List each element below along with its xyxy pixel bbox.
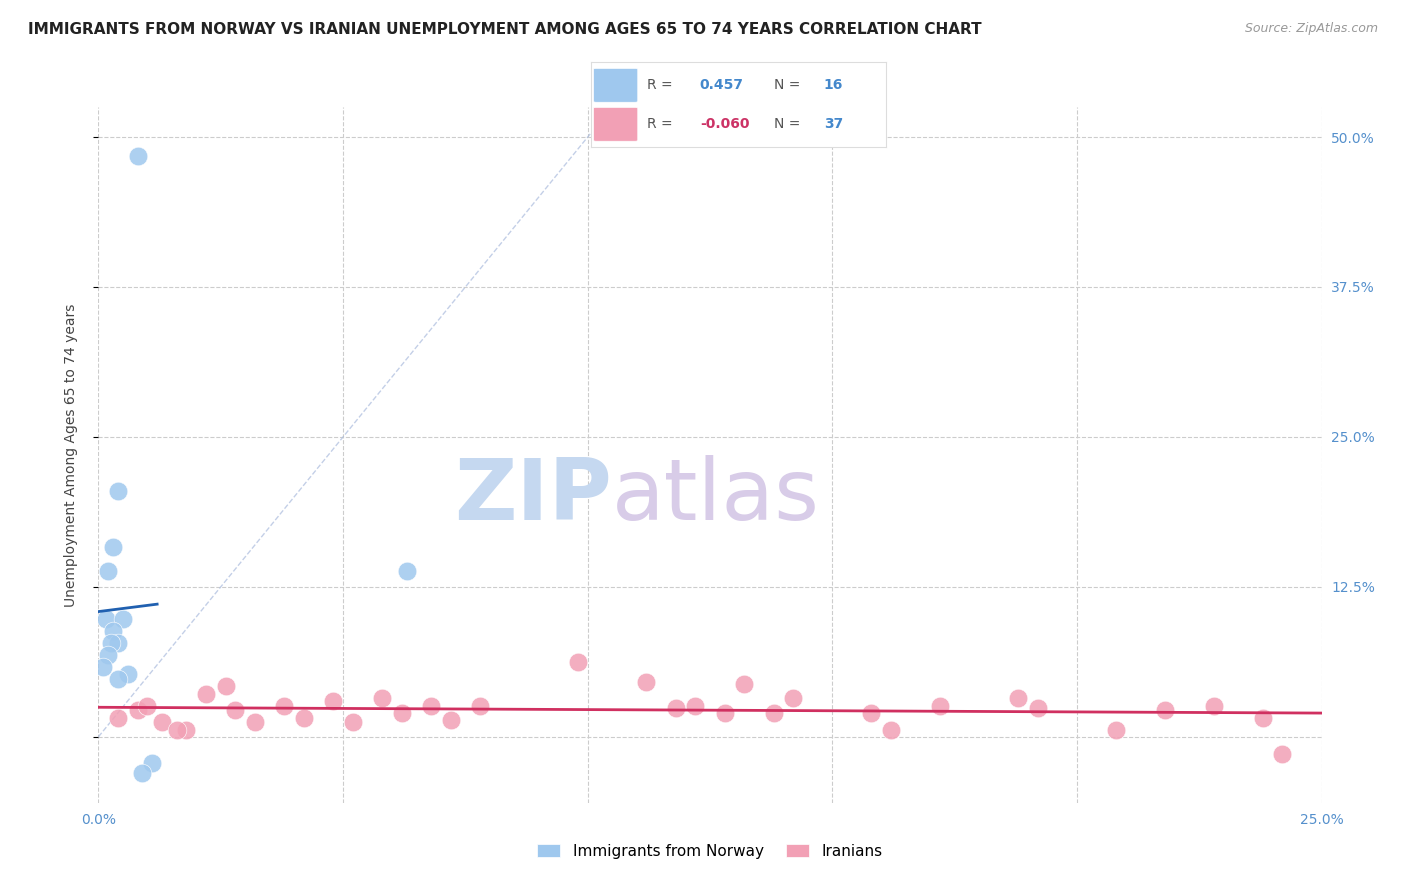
Point	[127, 149, 149, 163]
Point	[1154, 703, 1177, 717]
Text: 16: 16	[824, 78, 844, 92]
Point	[420, 698, 443, 713]
Point	[136, 698, 159, 713]
Point	[195, 687, 218, 701]
Point	[733, 677, 755, 691]
Text: R =: R =	[647, 118, 676, 131]
Text: atlas: atlas	[612, 455, 820, 538]
Point	[131, 765, 153, 780]
Point	[292, 711, 315, 725]
Point	[166, 723, 188, 737]
Point	[150, 715, 173, 730]
Point	[782, 691, 804, 706]
Point	[713, 706, 735, 720]
Point	[1007, 691, 1029, 706]
Text: 0.457: 0.457	[700, 78, 744, 92]
FancyBboxPatch shape	[593, 107, 638, 141]
Point	[636, 674, 658, 689]
Y-axis label: Unemployment Among Ages 65 to 74 years: Unemployment Among Ages 65 to 74 years	[63, 303, 77, 607]
Point	[665, 701, 688, 715]
Point	[273, 698, 295, 713]
Point	[929, 698, 952, 713]
Point	[107, 483, 129, 498]
Point	[1105, 723, 1128, 737]
Point	[468, 698, 491, 713]
Text: ZIP: ZIP	[454, 455, 612, 538]
Text: R =: R =	[647, 78, 676, 92]
Point	[111, 612, 134, 626]
Point	[107, 636, 129, 650]
Point	[1026, 701, 1049, 715]
Point	[100, 636, 122, 650]
Point	[1251, 711, 1274, 725]
Point	[243, 715, 266, 730]
Point	[176, 723, 198, 737]
Legend: Immigrants from Norway, Iranians: Immigrants from Norway, Iranians	[531, 838, 889, 864]
Point	[860, 706, 883, 720]
Point	[342, 715, 364, 730]
Point	[395, 564, 418, 578]
Point	[91, 660, 114, 674]
Point	[94, 612, 117, 626]
Point	[101, 624, 124, 639]
Text: 37: 37	[824, 118, 844, 131]
Text: Source: ZipAtlas.com: Source: ZipAtlas.com	[1244, 22, 1378, 36]
Point	[224, 703, 246, 717]
Point	[322, 694, 344, 708]
Point	[107, 711, 129, 725]
Point	[1202, 698, 1225, 713]
Point	[107, 672, 129, 686]
Point	[117, 667, 139, 681]
Point	[141, 756, 163, 771]
Text: IMMIGRANTS FROM NORWAY VS IRANIAN UNEMPLOYMENT AMONG AGES 65 TO 74 YEARS CORRELA: IMMIGRANTS FROM NORWAY VS IRANIAN UNEMPL…	[28, 22, 981, 37]
Point	[1271, 747, 1294, 761]
Point	[880, 723, 903, 737]
Point	[567, 656, 589, 670]
FancyBboxPatch shape	[593, 69, 638, 103]
Point	[685, 698, 707, 713]
Point	[97, 648, 120, 663]
Text: N =: N =	[773, 78, 804, 92]
Text: -0.060: -0.060	[700, 118, 749, 131]
Point	[97, 564, 120, 578]
Point	[440, 713, 463, 727]
Point	[391, 706, 413, 720]
Point	[127, 703, 149, 717]
Point	[214, 680, 236, 694]
Point	[762, 706, 785, 720]
Point	[101, 541, 124, 555]
Point	[371, 691, 394, 706]
Text: N =: N =	[773, 118, 804, 131]
